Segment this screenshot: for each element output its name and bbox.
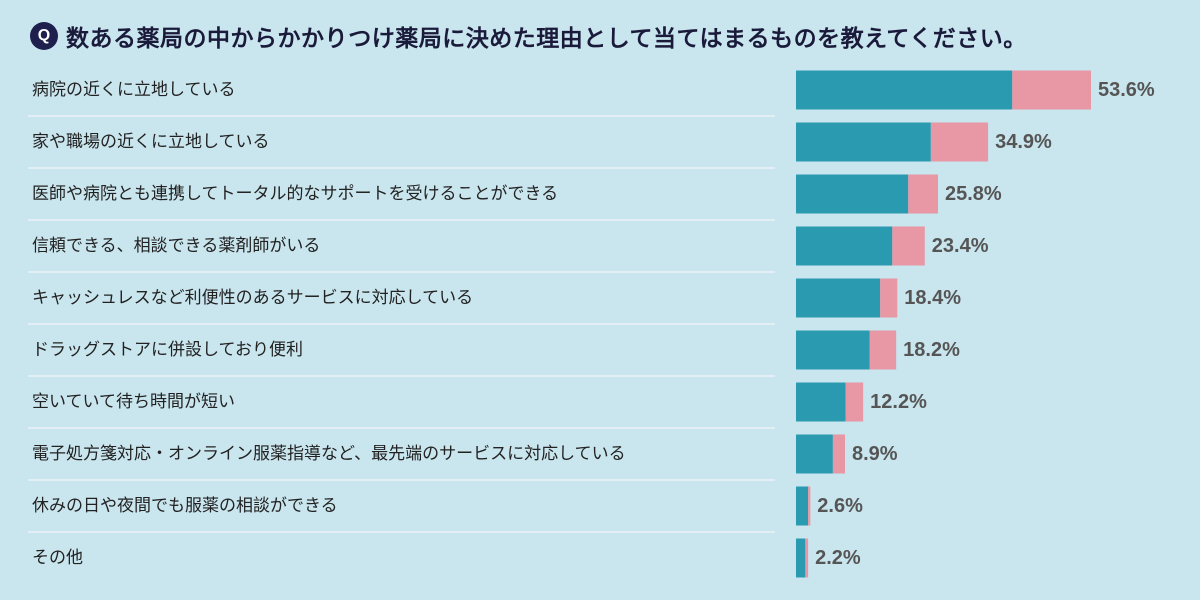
category-label: 空いていて待ち時間が短い: [32, 392, 235, 412]
category-label: 電子処方箋対応・オンライン服薬指導など、最先端のサービスに対応している: [32, 444, 626, 464]
category-label: 信頼できる、相談できる薬剤師がいる: [32, 236, 320, 256]
category-label: キャッシュレスなど利便性のあるサービスに対応している: [32, 288, 473, 308]
bar-segment-primary: [796, 278, 881, 318]
question-badge-icon: Q: [30, 22, 58, 50]
bar-segment-primary: [796, 486, 809, 526]
bar-segment-secondary: [1012, 70, 1091, 110]
bar-segment-primary: [796, 330, 870, 370]
value-label: 23.4%: [932, 235, 989, 257]
value-label: 12.2%: [870, 391, 927, 413]
category-label: 医師や病院とも連携してトータル的なサポートを受けることができる: [32, 184, 558, 204]
bar-segment-secondary: [832, 434, 845, 474]
value-label: 34.9%: [995, 131, 1052, 153]
category-label: ドラッグストアに併設しており便利: [32, 340, 303, 360]
category-label: その他: [32, 548, 83, 568]
value-label: 53.6%: [1098, 79, 1155, 101]
bar-segment-secondary: [930, 122, 989, 162]
bar-segment-primary: [796, 122, 931, 162]
bar-segment-secondary: [880, 278, 898, 318]
bar-segment-secondary: [805, 538, 809, 578]
bar-segment-primary: [796, 538, 806, 578]
chart-title-row: Q 数ある薬局の中からかかりつけ薬局に決めた理由として当てはまるものを教えてくだ…: [30, 16, 1027, 56]
bar-segment-primary: [796, 382, 846, 422]
value-label: 8.9%: [852, 443, 898, 465]
bar-segment-primary: [796, 226, 893, 266]
bar-segment-secondary: [869, 330, 897, 370]
bar-segment-primary: [796, 70, 1013, 110]
chart-title: 数ある薬局の中からかかりつけ薬局に決めた理由として当てはまるものを教えてください…: [66, 26, 1027, 52]
value-label: 18.2%: [903, 339, 960, 361]
category-label: 家や職場の近くに立地している: [32, 132, 270, 152]
bar-segment-secondary: [908, 174, 938, 214]
bar-segment-secondary: [892, 226, 925, 266]
bar-segment-secondary: [845, 382, 864, 422]
value-label: 25.8%: [945, 183, 1002, 205]
value-label: 18.4%: [904, 287, 961, 309]
category-label: 休みの日や夜間でも服薬の相談ができる: [32, 496, 338, 516]
value-label: 2.6%: [817, 495, 863, 517]
bar-segment-secondary: [808, 486, 811, 526]
value-label: 2.2%: [815, 547, 861, 569]
category-label: 病院の近くに立地している: [32, 80, 236, 100]
bar-segment-primary: [796, 434, 833, 474]
bar-segment-primary: [796, 174, 909, 214]
